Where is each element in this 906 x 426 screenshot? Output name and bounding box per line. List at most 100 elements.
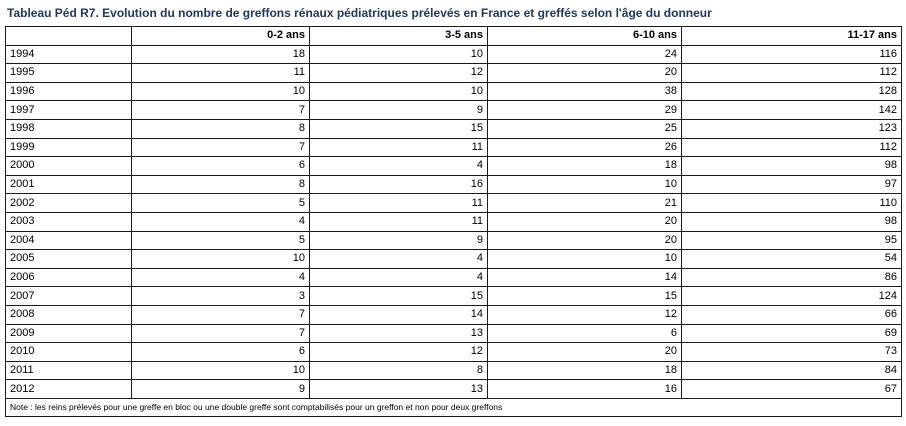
value-cell: 9 bbox=[309, 100, 488, 120]
year-cell: 1999 bbox=[5, 137, 132, 158]
year-cell: 2010 bbox=[5, 342, 132, 362]
value-cell: 12 bbox=[309, 342, 488, 362]
year-cell: 2001 bbox=[5, 174, 132, 195]
value-cell: 86 bbox=[681, 267, 902, 288]
value-cell: 18 bbox=[487, 156, 682, 176]
value-cell: 9 bbox=[309, 230, 488, 251]
header-age-6-10: 6-10 ans bbox=[487, 26, 682, 46]
year-cell: 2008 bbox=[5, 304, 132, 325]
table-body: 1994 18 10 24 116 1995 11 12 20 112 1996 10 10 38 128 1… bbox=[5, 44, 902, 399]
year-cell: 2006 bbox=[5, 267, 132, 288]
value-cell: 24 bbox=[487, 44, 682, 65]
value-cell: 15 bbox=[309, 118, 488, 139]
value-cell: 8 bbox=[309, 360, 488, 381]
header-age-0-2: 0-2 ans bbox=[131, 26, 310, 46]
year-cell: 2004 bbox=[5, 230, 132, 251]
table-row: 2012 9 13 16 67 bbox=[5, 379, 902, 399]
value-cell: 16 bbox=[309, 174, 488, 195]
value-cell: 10 bbox=[487, 174, 682, 195]
table-row: 2011 10 8 18 84 bbox=[5, 360, 902, 381]
value-cell: 7 bbox=[131, 304, 310, 325]
year-cell: 2003 bbox=[5, 211, 132, 232]
table-row: 2010 6 12 20 73 bbox=[5, 342, 902, 362]
value-cell: 20 bbox=[487, 211, 682, 232]
value-cell: 66 bbox=[681, 304, 902, 325]
value-cell: 4 bbox=[309, 156, 488, 176]
value-cell: 67 bbox=[681, 379, 902, 399]
table-row: 2002 5 11 21 110 bbox=[5, 193, 902, 213]
value-cell: 97 bbox=[681, 174, 902, 195]
year-cell: 1997 bbox=[5, 100, 132, 120]
header-age-3-5: 3-5 ans bbox=[309, 26, 488, 46]
value-cell: 123 bbox=[681, 118, 902, 139]
value-cell: 13 bbox=[309, 379, 488, 399]
year-cell: 2007 bbox=[5, 286, 132, 306]
value-cell: 3 bbox=[131, 286, 310, 306]
header-age-11-17: 11-17 ans bbox=[681, 26, 902, 46]
value-cell: 10 bbox=[309, 44, 488, 65]
value-cell: 13 bbox=[309, 323, 488, 344]
value-cell: 11 bbox=[309, 137, 488, 158]
value-cell: 14 bbox=[309, 304, 488, 325]
table-row: 2004 5 9 20 95 bbox=[5, 230, 902, 251]
note-row: Note : les reins prélevés pour une greff… bbox=[5, 397, 902, 417]
value-cell: 10 bbox=[131, 360, 310, 381]
value-cell: 16 bbox=[487, 379, 682, 399]
table-row: 1996 10 10 38 128 bbox=[5, 81, 902, 102]
value-cell: 95 bbox=[681, 230, 902, 251]
table-row: 2001 8 16 10 97 bbox=[5, 174, 902, 195]
value-cell: 8 bbox=[131, 174, 310, 195]
value-cell: 25 bbox=[487, 118, 682, 139]
year-cell: 1998 bbox=[5, 118, 132, 139]
value-cell: 73 bbox=[681, 342, 902, 362]
value-cell: 10 bbox=[131, 249, 310, 269]
value-cell: 7 bbox=[131, 100, 310, 120]
year-cell: 2009 bbox=[5, 323, 132, 344]
value-cell: 6 bbox=[131, 342, 310, 362]
value-cell: 4 bbox=[309, 267, 488, 288]
table-row: 1998 8 15 25 123 bbox=[5, 118, 902, 139]
value-cell: 21 bbox=[487, 193, 682, 213]
table-title: Tableau Péd R7. Evolution du nombre de g… bbox=[7, 6, 712, 20]
value-cell: 116 bbox=[681, 44, 902, 65]
value-cell: 10 bbox=[487, 249, 682, 269]
header-row: 0-2 ans 3-5 ans 6-10 ans 11-17 ans bbox=[5, 26, 902, 46]
year-cell: 2011 bbox=[5, 360, 132, 381]
value-cell: 112 bbox=[681, 63, 902, 83]
value-cell: 5 bbox=[131, 230, 310, 251]
header-corner-cell bbox=[5, 26, 132, 46]
table-row: 1997 7 9 29 142 bbox=[5, 100, 902, 120]
value-cell: 15 bbox=[487, 286, 682, 306]
data-table: 0-2 ans 3-5 ans 6-10 ans 11-17 ans 1994 1… bbox=[5, 26, 902, 417]
value-cell: 14 bbox=[487, 267, 682, 288]
year-cell: 2012 bbox=[5, 379, 132, 399]
value-cell: 8 bbox=[131, 118, 310, 139]
value-cell: 10 bbox=[131, 81, 310, 102]
table-row: 2003 4 11 20 98 bbox=[5, 211, 902, 232]
table-row: 2009 7 13 6 69 bbox=[5, 323, 902, 344]
value-cell: 142 bbox=[681, 100, 902, 120]
table-row: 1999 7 11 26 112 bbox=[5, 137, 902, 158]
year-cell: 1994 bbox=[5, 44, 132, 65]
value-cell: 4 bbox=[309, 249, 488, 269]
value-cell: 26 bbox=[487, 137, 682, 158]
table-row: 1994 18 10 24 116 bbox=[5, 44, 902, 65]
value-cell: 29 bbox=[487, 100, 682, 120]
year-cell: 1995 bbox=[5, 63, 132, 83]
value-cell: 9 bbox=[131, 379, 310, 399]
value-cell: 98 bbox=[681, 211, 902, 232]
value-cell: 15 bbox=[309, 286, 488, 306]
value-cell: 112 bbox=[681, 137, 902, 158]
value-cell: 11 bbox=[309, 193, 488, 213]
value-cell: 18 bbox=[487, 360, 682, 381]
value-cell: 20 bbox=[487, 342, 682, 362]
value-cell: 20 bbox=[487, 230, 682, 251]
table-row: 2006 4 4 14 86 bbox=[5, 267, 902, 288]
value-cell: 54 bbox=[681, 249, 902, 269]
table-row: 1995 11 12 20 112 bbox=[5, 63, 902, 83]
value-cell: 38 bbox=[487, 81, 682, 102]
value-cell: 12 bbox=[487, 304, 682, 325]
value-cell: 84 bbox=[681, 360, 902, 381]
value-cell: 5 bbox=[131, 193, 310, 213]
value-cell: 4 bbox=[131, 211, 310, 232]
